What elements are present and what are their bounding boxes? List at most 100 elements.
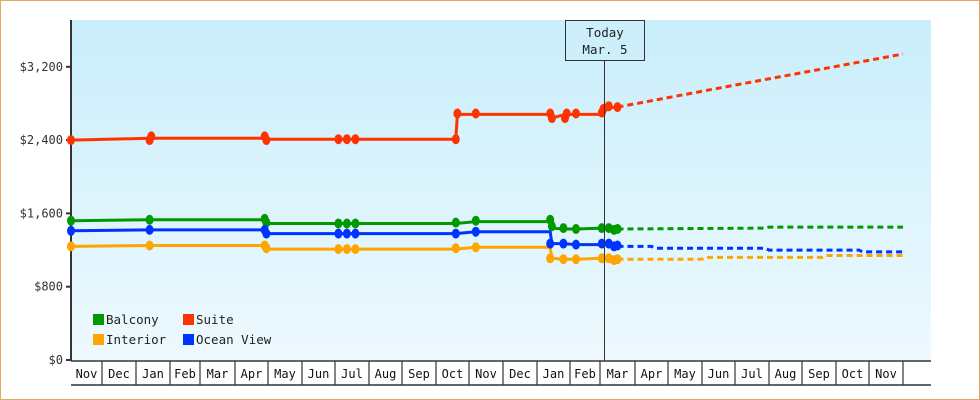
data-point[interactable] [67, 215, 75, 226]
data-point[interactable] [451, 228, 460, 239]
data-point[interactable] [597, 223, 606, 234]
data-point[interactable] [613, 254, 622, 265]
data-point[interactable] [471, 108, 480, 119]
data-point[interactable] [147, 131, 156, 142]
data-point[interactable] [471, 226, 480, 237]
data-point[interactable] [559, 223, 568, 234]
x-tick-month: Aug [375, 367, 397, 381]
data-point[interactable] [351, 134, 360, 145]
data-point[interactable] [451, 134, 460, 145]
plot-area [71, 20, 931, 360]
data-point[interactable] [67, 241, 75, 252]
series-suite [67, 52, 904, 146]
y-axis: $0 $800 $1,600 $2,400 $3,200 [20, 20, 72, 367]
data-point[interactable] [342, 218, 351, 229]
data-point[interactable] [451, 217, 460, 228]
x-tick-month: May [274, 367, 296, 381]
data-point[interactable] [597, 253, 606, 264]
forecast-line [617, 52, 904, 109]
x-tick-month: Oct [442, 367, 464, 381]
data-point[interactable] [145, 240, 154, 251]
x-tick-month: Jun [708, 367, 730, 381]
data-point[interactable] [351, 218, 360, 229]
legend-item-interior[interactable]: Interior [93, 332, 167, 347]
y-tick-label: $3,200 [20, 60, 63, 74]
today-label: Today [586, 25, 624, 40]
x-tick-month: Jun [308, 367, 330, 381]
data-point[interactable] [262, 243, 271, 254]
data-point[interactable] [145, 224, 154, 235]
legend-item-ocean-view[interactable]: Ocean View [183, 332, 272, 347]
x-tick-month: Apr [241, 367, 263, 381]
data-point[interactable] [342, 134, 351, 145]
data-point[interactable] [451, 243, 460, 254]
data-point[interactable] [262, 228, 271, 239]
data-point[interactable] [334, 244, 343, 255]
legend-label: Ocean View [196, 332, 272, 347]
forecast-line [617, 244, 903, 254]
legend-item-balcony[interactable]: Balcony [93, 312, 159, 327]
data-point[interactable] [342, 244, 351, 255]
data-point[interactable] [572, 239, 580, 250]
x-tick-month: Nov [875, 367, 897, 381]
legend-label: Interior [106, 332, 167, 347]
data-point[interactable] [262, 135, 271, 146]
data-point[interactable] [604, 101, 613, 112]
data-point[interactable] [342, 228, 351, 239]
data-point[interactable] [334, 218, 343, 229]
data-point[interactable] [546, 253, 555, 264]
x-tick-month: Jul [741, 367, 763, 381]
data-point[interactable] [471, 242, 480, 253]
x-tick-month: Nov [475, 367, 497, 381]
data-point[interactable] [613, 102, 622, 113]
data-point[interactable] [471, 215, 480, 226]
data-point[interactable] [453, 108, 462, 119]
legend-swatch [93, 314, 104, 325]
series-interior [67, 240, 903, 266]
data-point[interactable] [572, 254, 580, 265]
x-tick-month: Jan [543, 367, 565, 381]
legend-item-suite[interactable]: Suite [183, 312, 234, 327]
x-tick-month: Sep [408, 367, 430, 381]
data-point[interactable] [67, 225, 75, 236]
legend: Balcony Suite Interior Ocean View [93, 312, 272, 347]
x-tick-month: Dec [509, 367, 531, 381]
data-point[interactable] [597, 238, 606, 249]
data-point[interactable] [547, 113, 556, 124]
data-point[interactable] [351, 228, 360, 239]
legend-label: Suite [196, 312, 234, 327]
x-tick-month: Nov [76, 367, 98, 381]
legend-swatch [93, 334, 104, 345]
x-tick-month: Feb [174, 367, 196, 381]
x-tick-month: Sep [808, 367, 830, 381]
data-point[interactable] [562, 108, 571, 119]
data-point[interactable] [334, 228, 343, 239]
data-point[interactable] [145, 214, 154, 225]
data-point[interactable] [613, 240, 622, 251]
y-tick-label: $2,400 [20, 133, 63, 147]
today-date: Mar. 5 [582, 42, 627, 57]
x-tick-month: Mar [607, 367, 629, 381]
data-point[interactable] [572, 108, 580, 119]
x-tick-month: Jul [341, 367, 363, 381]
x-tick-month: Dec [108, 367, 130, 381]
data-point[interactable] [334, 134, 343, 145]
legend-swatch [183, 334, 194, 345]
x-tick-month: Aug [775, 367, 797, 381]
data-point[interactable] [572, 224, 580, 234]
data-point[interactable] [613, 224, 622, 234]
today-box [565, 20, 645, 61]
forecast-line [617, 225, 903, 231]
data-point[interactable] [67, 135, 75, 146]
data-point[interactable] [351, 244, 360, 255]
series-ocean-view [67, 224, 903, 254]
data-point[interactable] [546, 238, 555, 249]
data-point[interactable] [559, 238, 568, 249]
data-point[interactable] [559, 254, 568, 265]
y-tick-label: $0 [49, 353, 63, 367]
data-point[interactable] [547, 221, 556, 232]
x-tick-month: May [674, 367, 696, 381]
legend-label: Balcony [106, 312, 159, 327]
legend-swatch [183, 314, 194, 325]
